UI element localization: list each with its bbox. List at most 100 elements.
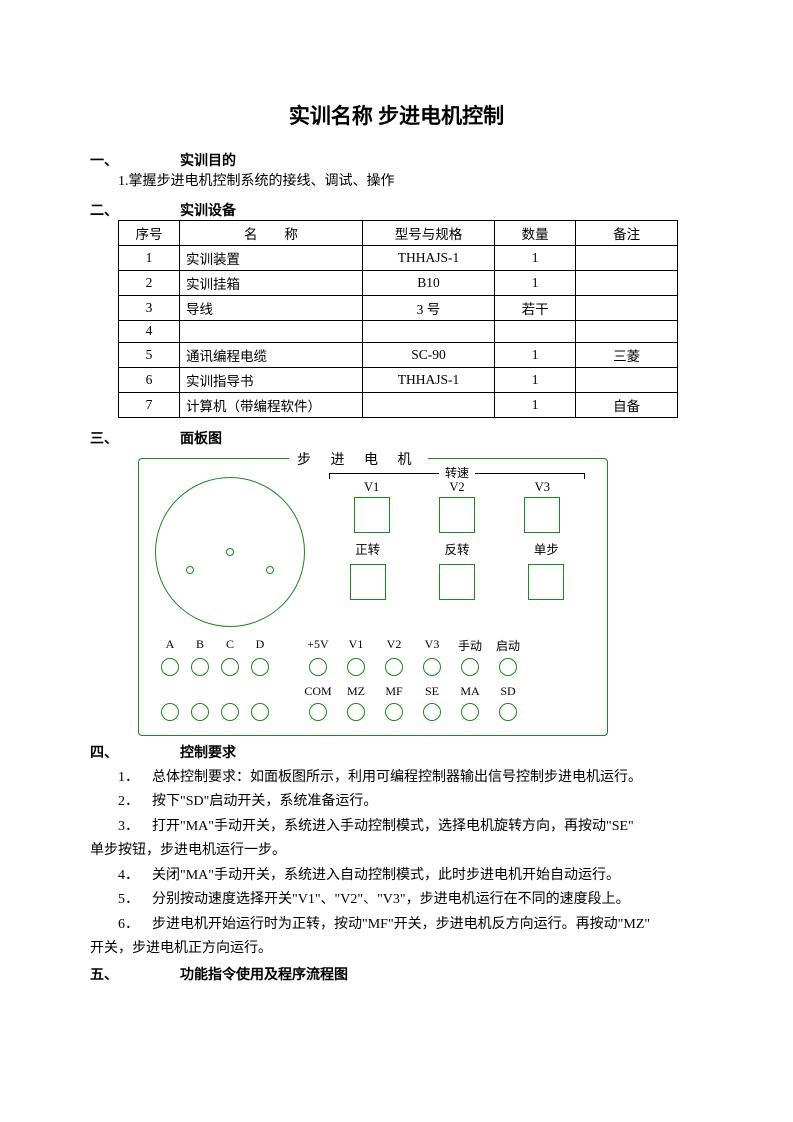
cell: 6 xyxy=(119,367,180,392)
ctrl-item-2: 2．按下"SD"启动开关，系统准备运行。 xyxy=(90,790,703,815)
lbl-D: D xyxy=(245,637,275,654)
ctrl-item-6b: 开关，步进电机正方向运行。 xyxy=(90,937,703,962)
lbl-B: B xyxy=(185,637,215,654)
cell: THHAJS-1 xyxy=(362,367,494,392)
lbl-V2t: V2 xyxy=(375,637,413,654)
motor-dot-center xyxy=(226,548,234,556)
lbl-C: C xyxy=(215,637,245,654)
section-4-num: 四、 xyxy=(90,742,180,762)
item-num: 2． xyxy=(118,790,152,815)
lbl-SE: SE xyxy=(413,684,451,699)
item-text: 按下"SD"启动开关，系统准备运行。 xyxy=(152,794,377,809)
cell xyxy=(495,320,576,342)
lbl-MF: MF xyxy=(375,684,413,699)
item-num: 4． xyxy=(118,864,152,889)
lbl-start: 启动 xyxy=(489,637,527,654)
terminal-icon xyxy=(347,703,365,721)
cell: 若干 xyxy=(495,295,576,320)
cell: 1 xyxy=(495,342,576,367)
table-row: 3导线3 号若干 xyxy=(119,295,678,320)
cell: 3 xyxy=(119,295,180,320)
cell: 1 xyxy=(495,367,576,392)
cell: 1 xyxy=(119,245,180,270)
rev-button-icon xyxy=(439,564,475,600)
v1-label: V1 xyxy=(364,480,379,494)
item-text: 总体控制要求：如面板图所示，利用可编程控制器输出信号控制步进电机运行。 xyxy=(152,770,642,785)
table-row: 4 xyxy=(119,320,678,342)
item-text: 打开"MA"手动开关，系统进入手动控制模式，选择电机旋转方向，再按动"SE" xyxy=(152,819,634,834)
terminal-icon xyxy=(221,658,239,676)
section-2-num: 二、 xyxy=(90,200,180,220)
section-5-num: 五、 xyxy=(90,964,180,984)
terminal-icon xyxy=(385,658,403,676)
v2-button-icon xyxy=(439,497,475,533)
cell: 实训指导书 xyxy=(179,367,362,392)
terminal-icon xyxy=(347,658,365,676)
lbl-A: A xyxy=(155,637,185,654)
terminal-icon xyxy=(499,703,517,721)
speed-legend: 转速 xyxy=(439,464,475,481)
panel-diagram: 步 进 电 机 转速 V1 V2 V3 xyxy=(138,458,608,736)
item-num: 5． xyxy=(118,888,152,913)
item-text: 分别按动速度选择开关"V1"、"V2"、"V3"，步进电机运行在不同的速度段上。 xyxy=(152,892,630,907)
item-text: 关闭"MA"手动开关，系统进入自动控制模式，此时步进电机开始自动运行。 xyxy=(152,868,620,883)
cell xyxy=(576,367,678,392)
cell xyxy=(576,245,678,270)
item-text: 步进电机开始运行时为正转，按动"MF"开关，步进电机反方向运行。再按动"MZ" xyxy=(152,917,650,932)
terminal-icon xyxy=(161,658,179,676)
ctrl-item-3b: 单步按钮，步进电机运行一步。 xyxy=(90,839,703,864)
terminal-icon xyxy=(221,703,239,721)
cell: 实训挂箱 xyxy=(179,270,362,295)
cell: 计算机（带编程软件） xyxy=(179,392,362,417)
th-qty: 数量 xyxy=(495,220,576,245)
motor-circle-icon xyxy=(155,477,305,627)
terminal-icon xyxy=(161,703,179,721)
cell: 1 xyxy=(495,270,576,295)
terminal-icon xyxy=(499,658,517,676)
lbl-V3t: V3 xyxy=(413,637,451,654)
cell xyxy=(362,392,494,417)
lbl-MZ: MZ xyxy=(337,684,375,699)
table-row: 7计算机（带编程软件）1自备 xyxy=(119,392,678,417)
cell: 实训装置 xyxy=(179,245,362,270)
terminal-icon xyxy=(251,703,269,721)
item-num: 6． xyxy=(118,913,152,938)
equipment-table: 序号 名 称 型号与规格 数量 备注 1实训装置THHAJS-11 2实训挂箱B… xyxy=(118,220,678,418)
section-4-header: 四、 控制要求 xyxy=(90,742,703,762)
terminal-icon xyxy=(461,658,479,676)
cell: 2 xyxy=(119,270,180,295)
fwd-button-icon xyxy=(350,564,386,600)
step-button-icon xyxy=(528,564,564,600)
cell: 5 xyxy=(119,342,180,367)
section-2-name: 实训设备 xyxy=(180,200,236,220)
terminal-icon xyxy=(191,703,209,721)
cell: B10 xyxy=(362,270,494,295)
section-2-header: 二、 实训设备 xyxy=(90,200,703,220)
section-1-num: 一、 xyxy=(90,150,180,170)
table-row: 5通讯编程电缆SC-901三菱 xyxy=(119,342,678,367)
cell xyxy=(576,295,678,320)
terminal-icon xyxy=(251,658,269,676)
table-row: 1实训装置THHAJS-11 xyxy=(119,245,678,270)
cell: 自备 xyxy=(576,392,678,417)
lbl-COM: COM xyxy=(299,684,337,699)
speed-group: 转速 V1 V2 V3 xyxy=(329,473,585,533)
item-num: 1． xyxy=(118,766,152,791)
terminal-icon xyxy=(461,703,479,721)
section-4-name: 控制要求 xyxy=(180,742,236,762)
cell: 3 号 xyxy=(362,295,494,320)
section-3-header: 三、 面板图 xyxy=(90,428,703,448)
cell: 通讯编程电缆 xyxy=(179,342,362,367)
cell: 1 xyxy=(495,245,576,270)
panel-legend: 步 进 电 机 xyxy=(289,449,428,469)
lbl-V1t: V1 xyxy=(337,637,375,654)
section-1-name: 实训目的 xyxy=(180,150,236,170)
control-requirements-list: 1．总体控制要求：如面板图所示，利用可编程控制器输出信号控制步进电机运行。 2．… xyxy=(90,766,703,962)
cell: 三菱 xyxy=(576,342,678,367)
cell: 4 xyxy=(119,320,180,342)
lbl-MA: MA xyxy=(451,684,489,699)
fwd-label: 正转 xyxy=(338,539,398,558)
v2-label: V2 xyxy=(449,480,464,494)
th-name: 名 称 xyxy=(179,220,362,245)
v1-button-icon xyxy=(354,497,390,533)
